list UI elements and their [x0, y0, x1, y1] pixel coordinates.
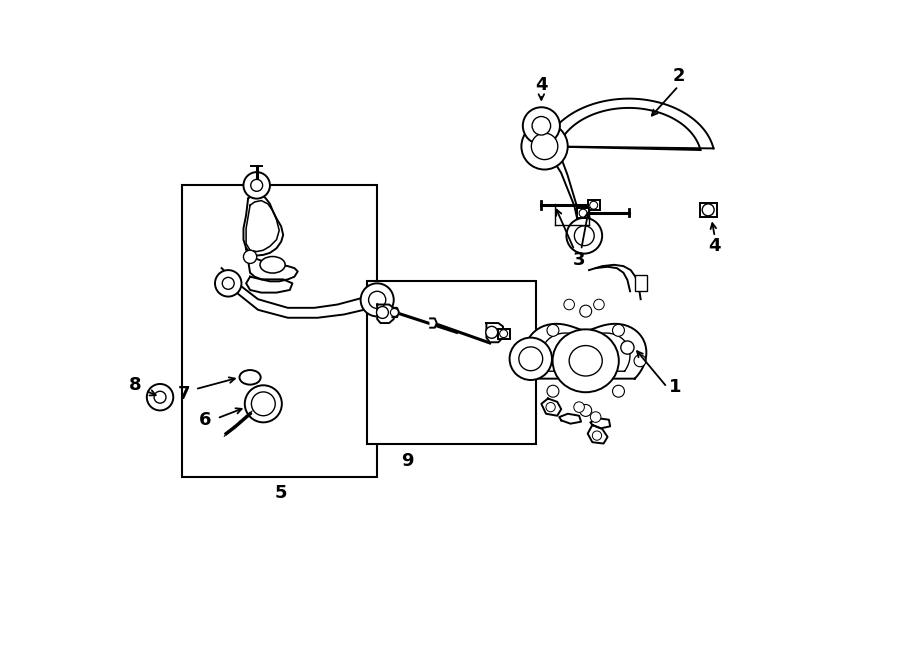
FancyBboxPatch shape: [498, 329, 509, 339]
Circle shape: [546, 402, 555, 412]
Circle shape: [566, 218, 602, 254]
Polygon shape: [542, 333, 630, 371]
Circle shape: [500, 330, 508, 338]
Text: 3: 3: [572, 250, 585, 269]
Circle shape: [702, 204, 714, 216]
Circle shape: [590, 412, 601, 422]
Circle shape: [509, 338, 552, 380]
Circle shape: [579, 209, 587, 217]
Text: 9: 9: [400, 452, 413, 471]
Ellipse shape: [553, 330, 619, 392]
Circle shape: [621, 341, 634, 354]
Polygon shape: [542, 399, 562, 416]
Polygon shape: [588, 425, 608, 444]
Circle shape: [391, 308, 399, 316]
Text: 4: 4: [708, 237, 721, 256]
Circle shape: [547, 324, 559, 336]
Bar: [367, 281, 536, 444]
Circle shape: [245, 385, 282, 422]
Circle shape: [244, 250, 256, 263]
Text: 2: 2: [672, 67, 685, 85]
Text: 7: 7: [177, 385, 190, 403]
Circle shape: [580, 404, 591, 416]
Circle shape: [613, 385, 625, 397]
Circle shape: [531, 133, 558, 160]
Polygon shape: [486, 323, 503, 342]
Circle shape: [523, 107, 560, 144]
Text: 1: 1: [669, 378, 681, 397]
Circle shape: [592, 431, 601, 440]
Circle shape: [369, 291, 386, 308]
Circle shape: [613, 324, 625, 336]
Polygon shape: [392, 308, 399, 317]
FancyBboxPatch shape: [700, 203, 716, 217]
Circle shape: [594, 299, 604, 310]
Circle shape: [634, 355, 646, 367]
FancyBboxPatch shape: [588, 200, 599, 210]
Circle shape: [244, 172, 270, 199]
Polygon shape: [559, 414, 581, 424]
Circle shape: [547, 385, 559, 397]
Text: 5: 5: [274, 484, 287, 502]
Circle shape: [574, 226, 594, 246]
Text: 8: 8: [130, 376, 142, 395]
Polygon shape: [377, 305, 393, 323]
Circle shape: [532, 117, 551, 135]
Circle shape: [590, 201, 598, 209]
Circle shape: [251, 392, 275, 416]
Polygon shape: [525, 324, 646, 379]
FancyBboxPatch shape: [577, 208, 589, 218]
Bar: [635, 275, 647, 291]
Text: 4: 4: [536, 75, 547, 94]
Circle shape: [486, 326, 498, 338]
Ellipse shape: [260, 257, 285, 273]
Circle shape: [521, 123, 568, 169]
Text: 6: 6: [199, 411, 212, 430]
Circle shape: [222, 277, 234, 289]
Circle shape: [147, 384, 174, 410]
Ellipse shape: [569, 346, 602, 376]
Circle shape: [251, 179, 263, 191]
Circle shape: [580, 305, 591, 317]
Ellipse shape: [239, 370, 261, 385]
Polygon shape: [590, 418, 610, 428]
Circle shape: [215, 270, 241, 297]
Circle shape: [361, 283, 393, 316]
Bar: [182, 185, 377, 477]
Circle shape: [518, 347, 543, 371]
Circle shape: [564, 299, 574, 310]
Circle shape: [526, 355, 537, 367]
Circle shape: [376, 307, 389, 318]
Circle shape: [574, 402, 584, 412]
Circle shape: [154, 391, 166, 403]
Polygon shape: [430, 318, 436, 328]
